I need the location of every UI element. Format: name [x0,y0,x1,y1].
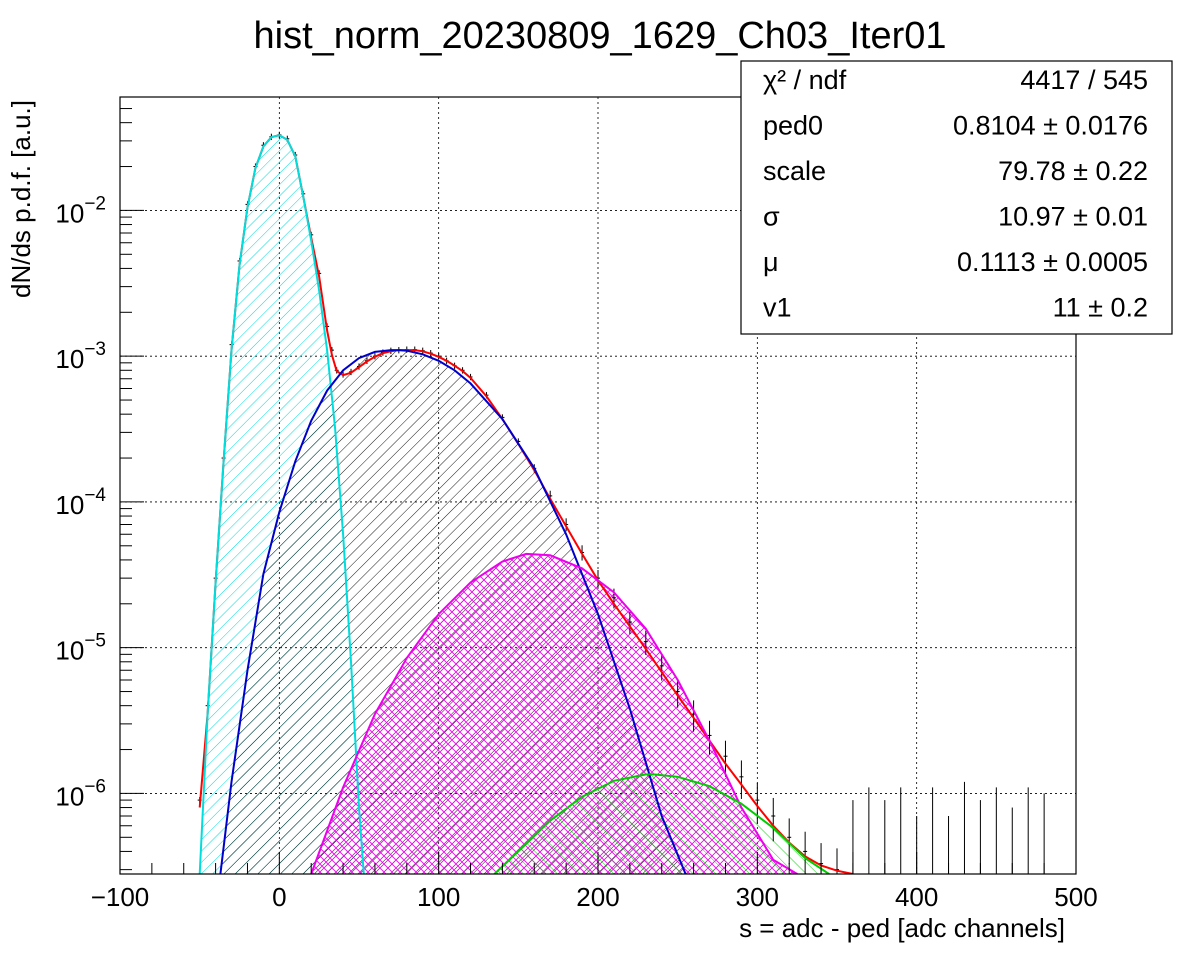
x-tick-label-5: 400 [895,882,938,912]
data-point [723,740,728,777]
data-point [771,797,776,842]
x-tick-label-4: 300 [736,882,779,912]
stats-box: χ² / ndf 4417 / 545 ped0 0.8104 ± 0.0176 sca… [740,60,1173,335]
data-point [627,611,632,634]
1-pe-component-curve [219,349,687,874]
stats-label-3: σ [763,202,780,232]
axes: −100 0 100 200 300 400 500 10−6 10−5 10−4 10−3 10−2 [55,96,1098,912]
y-tick-label-2: 10−4 [55,485,106,520]
stats-label-0: χ² / ndf [763,65,847,95]
data-point [803,831,808,874]
y-tick-label-3: 10−3 [55,339,106,374]
stats-value-5: 11 ± 0.2 [1053,293,1148,323]
x-tick-label-0: −100 [91,882,150,912]
x-tick-label-2: 100 [417,882,460,912]
pedestal-component-curve [198,134,365,874]
stats-value-3: 10.97 ± 0.01 [998,202,1148,232]
data-point [659,653,664,681]
stats-rows: χ² / ndf 4417 / 545 ped0 0.8104 ± 0.0176 sca… [763,65,1148,323]
3-pe-component-fill [494,774,829,874]
data-point [707,720,712,755]
y-axis-label: dN/ds p.d.f. [a.u.] [6,100,36,298]
x-tick-label-6: 500 [1054,882,1097,912]
stats-label-5: v1 [763,293,792,323]
data-point [643,630,648,655]
component-fills [199,135,829,874]
y-tick-label-1: 10−5 [55,631,106,666]
stats-value-4: 0.1113 ± 0.0005 [957,247,1148,277]
2-pe-component-curve [310,552,798,874]
stats-box-frame [740,60,1173,335]
stats-value-0: 4417 / 545 [1020,65,1148,95]
stats-value-2: 79.78 ± 0.22 [998,156,1148,186]
y-tick-label-0: 10−6 [55,776,106,811]
chart-title: hist_norm_20230809_1629_Ch03_Iter01 [254,15,947,57]
x-axis-label: s = adc - ped [adc channels] [739,913,1065,943]
y-tick-label-4: 10−2 [55,193,106,228]
x-tick-label-1: 0 [272,882,286,912]
data-point [675,678,680,708]
x-tick-label-3: 200 [576,882,619,912]
3-pe-component-curve [493,773,830,874]
fit-curves [198,134,854,874]
stats-label-4: μ [763,247,779,277]
stats-label-1: ped0 [763,111,823,141]
stats-label-2: scale [763,156,826,186]
stats-value-1: 0.8104 ± 0.0176 [953,111,1148,141]
data-point [739,760,744,799]
